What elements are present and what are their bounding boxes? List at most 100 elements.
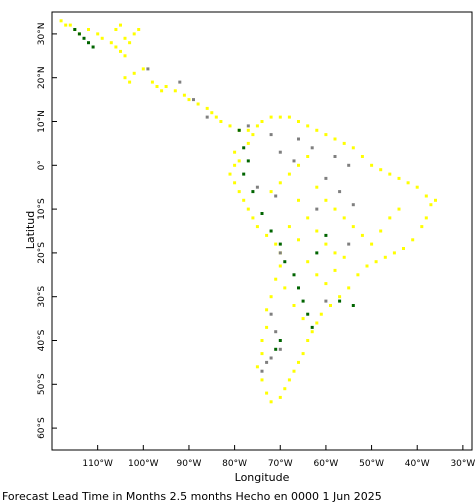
data-point [242, 198, 246, 202]
data-point [324, 198, 328, 202]
data-point [424, 194, 428, 198]
data-point [287, 115, 291, 119]
data-point [246, 128, 250, 132]
x-tick-label: 80°W [222, 459, 247, 469]
data-point [292, 304, 296, 307]
data-point [292, 369, 296, 373]
data-point [297, 238, 300, 242]
data-point [255, 225, 259, 229]
data-point [301, 317, 305, 321]
x-tick-label: 100°W [128, 459, 159, 469]
data-point [260, 339, 264, 342]
data-point [379, 168, 383, 172]
data-point [251, 216, 255, 220]
data-point [260, 369, 264, 373]
data-point [397, 176, 401, 180]
data-point [237, 128, 241, 132]
data-point [333, 251, 337, 255]
data-point [301, 352, 305, 356]
x-axis-title: Longitude [235, 471, 290, 484]
data-point [420, 225, 424, 229]
data-point [205, 115, 209, 119]
data-point [351, 146, 355, 150]
data-point [242, 146, 246, 150]
data-point [324, 299, 328, 303]
data-point [324, 176, 328, 180]
data-point [274, 194, 278, 198]
data-point [228, 124, 232, 128]
data-point [260, 352, 264, 356]
data-point [100, 36, 104, 40]
data-point [59, 19, 63, 23]
data-point [310, 325, 314, 329]
data-point [306, 155, 310, 158]
data-point [246, 141, 250, 145]
x-tick-label: 40°W [405, 459, 430, 469]
data-point [164, 85, 168, 88]
data-point [347, 286, 351, 290]
data-point [205, 106, 209, 110]
data-point [351, 203, 355, 207]
data-point [383, 255, 387, 259]
data-point [370, 242, 374, 246]
data-point [246, 124, 250, 128]
data-point [342, 141, 346, 145]
data-point [82, 36, 86, 40]
data-point [260, 212, 264, 215]
data-point [132, 32, 136, 36]
data-point [297, 163, 300, 167]
data-point [342, 255, 346, 259]
data-point [283, 286, 287, 290]
data-point [210, 111, 214, 115]
data-point [297, 360, 300, 364]
data-point [434, 198, 437, 202]
data-point [173, 89, 177, 93]
x-tick-label: 60°W [313, 459, 338, 469]
data-point [374, 260, 378, 264]
data-point [406, 181, 410, 185]
data-point [287, 172, 291, 176]
data-point [269, 400, 273, 404]
x-tick-label: 30°W [450, 459, 475, 469]
data-point [260, 120, 264, 123]
data-point [315, 229, 319, 233]
data-point [429, 203, 433, 207]
y-tick-label: 20°N [37, 66, 47, 89]
data-point [411, 238, 415, 242]
data-point [315, 185, 319, 189]
data-point [324, 133, 328, 137]
data-point [265, 308, 269, 312]
data-point [315, 273, 319, 277]
y-tick-label: 10°N [37, 110, 47, 133]
data-point [251, 190, 255, 194]
data-point [356, 273, 360, 277]
data-point [287, 378, 291, 382]
data-point [333, 268, 337, 272]
plot-frame [51, 11, 473, 451]
data-point [415, 185, 419, 189]
data-point [123, 76, 127, 80]
data-point [287, 225, 291, 229]
data-point [379, 229, 383, 233]
data-point [274, 330, 278, 334]
x-tick-label: 90°W [177, 459, 202, 469]
data-point [306, 260, 310, 264]
data-point [192, 98, 195, 102]
data-point [233, 150, 237, 154]
data-point [324, 242, 328, 246]
x-tick-label: 70°W [268, 459, 293, 469]
data-point [351, 304, 355, 307]
data-point [269, 133, 273, 137]
data-points [59, 19, 437, 404]
data-point [255, 124, 259, 128]
y-tick-label: 40°S [37, 329, 47, 351]
data-point [297, 120, 300, 123]
data-point [228, 172, 232, 176]
x-tick-label: 110°W [82, 459, 113, 469]
data-point [310, 330, 314, 334]
data-point [214, 115, 218, 119]
data-point [233, 163, 237, 167]
data-point [150, 80, 154, 84]
data-point [87, 28, 90, 31]
data-point [265, 233, 269, 237]
